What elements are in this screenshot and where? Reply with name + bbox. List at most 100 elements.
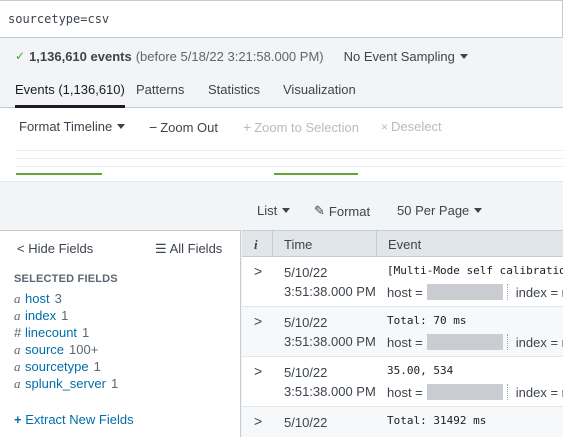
caret-down-icon	[459, 53, 468, 59]
event-date: 5/10/22	[284, 365, 328, 380]
field-type-icon: #	[14, 325, 22, 340]
event-clock: 3:51:38.000 PM	[284, 384, 376, 399]
format-timeline-dropdown[interactable]: Format Timeline	[19, 119, 126, 134]
event-sampling-dropdown[interactable]: No Event Sampling	[344, 49, 468, 64]
field-name: sourcetype	[25, 359, 89, 374]
divider	[506, 284, 508, 300]
table-row: > 5/10/22 3:51:38.000 PM 35.00, 534 host…	[242, 357, 563, 407]
timeline-gridline	[16, 150, 563, 151]
deselect-label: Deselect	[391, 119, 442, 134]
deselect-button[interactable]: × Deselect	[381, 119, 442, 134]
zoom-out-button[interactable]: − Zoom Out	[149, 119, 218, 135]
extract-new-fields-link[interactable]: + Extract New Fields	[14, 412, 134, 427]
list-view-dropdown[interactable]: List	[257, 203, 291, 218]
field-item-linecount[interactable]: # linecount 1	[14, 325, 89, 340]
event-clock: 3:51:38.000 PM	[284, 284, 376, 299]
chevron-left-icon: <	[17, 241, 25, 256]
event-raw-text: Total: 70 ms	[387, 314, 467, 327]
list-icon: ☰	[155, 241, 167, 256]
minus-icon: −	[149, 119, 158, 135]
all-fields-label: All Fields	[169, 241, 223, 256]
event-sampling-label: No Event Sampling	[343, 48, 455, 64]
host-label[interactable]: host =	[387, 284, 423, 300]
field-name: linecount	[25, 325, 78, 340]
field-type-icon: a	[14, 308, 21, 323]
search-bar[interactable]	[0, 0, 563, 38]
index-label[interactable]: index = m	[515, 384, 563, 400]
info-column-header: i	[254, 237, 258, 252]
search-input[interactable]	[8, 12, 548, 26]
chevron-right-icon[interactable]: >	[254, 263, 263, 279]
field-item-source[interactable]: a source 100+	[14, 342, 98, 358]
event-metadata: host = index = m	[387, 384, 563, 400]
field-item-host[interactable]: a host 3	[14, 291, 62, 307]
list-label: List	[257, 203, 278, 218]
event-column-header: Event	[388, 237, 422, 252]
column-divider	[376, 231, 377, 258]
extract-new-fields-label: Extract New Fields	[25, 412, 134, 427]
event-date: 5/10/22	[284, 415, 328, 430]
all-fields-button[interactable]: ☰ All Fields	[155, 241, 222, 257]
table-row: > 5/10/22 Total: 31492 ms	[242, 407, 563, 437]
tab-patterns[interactable]: Patterns	[136, 82, 185, 97]
redacted-value	[426, 284, 503, 300]
plus-icon: +	[14, 412, 22, 427]
event-clock: 3:51:38.000 PM	[284, 334, 376, 349]
field-name: host	[25, 291, 50, 306]
event-count: 1,136,610 events	[29, 48, 132, 64]
chevron-right-icon[interactable]: >	[254, 363, 263, 379]
field-type-icon: a	[14, 359, 21, 374]
tab-visualization[interactable]: Visualization	[283, 82, 356, 97]
field-item-index[interactable]: a index 1	[14, 308, 68, 324]
zoom-to-selection-button[interactable]: + Zoom to Selection	[243, 119, 359, 135]
event-raw-text: 35.00, 534	[387, 364, 454, 377]
job-status-row: ✓ 1,136,610 events (before 5/18/22 3:21:…	[0, 38, 563, 74]
field-count: 100+	[69, 342, 99, 357]
selected-fields-heading: SELECTED FIELDS	[14, 273, 118, 285]
field-count: 3	[54, 291, 62, 306]
hide-fields-button[interactable]: < Hide Fields	[17, 241, 93, 256]
host-label[interactable]: host =	[387, 334, 423, 350]
timeline-chart[interactable]	[0, 144, 563, 182]
time-column-header[interactable]: Time	[284, 237, 313, 252]
check-icon: ✓	[15, 49, 26, 63]
caret-down-icon	[282, 208, 291, 213]
field-item-splunk-server[interactable]: a splunk_server 1	[14, 376, 118, 392]
divider	[506, 334, 508, 350]
event-time: 5/10/22 3:51:38.000 PM	[284, 313, 376, 351]
zoom-to-selection-label: Zoom to Selection	[254, 119, 359, 135]
timeline-gridline	[16, 166, 563, 167]
event-raw-text: Total: 31492 ms	[387, 414, 487, 427]
field-item-sourcetype[interactable]: a sourcetype 1	[14, 359, 101, 375]
field-name: index	[25, 308, 57, 323]
chevron-right-icon[interactable]: >	[254, 313, 263, 329]
zoom-out-label: Zoom Out	[160, 119, 218, 135]
chevron-right-icon[interactable]: >	[254, 413, 263, 429]
tab-events[interactable]: Events (1,136,610)	[15, 82, 125, 108]
field-type-icon: a	[14, 376, 21, 391]
event-time: 5/10/22 3:51:38.000 PM	[284, 263, 376, 301]
tab-statistics[interactable]: Statistics	[208, 82, 261, 97]
format-button[interactable]: ✎ Format	[314, 203, 370, 219]
event-metadata: host = index = m	[387, 284, 563, 300]
divider	[506, 384, 508, 400]
results-controls: List ✎ Format 50 Per Page	[0, 182, 563, 230]
field-name: splunk_server	[25, 376, 106, 391]
hide-fields-label: Hide Fields	[28, 241, 94, 256]
event-metadata: host = index = m	[387, 334, 563, 350]
index-label[interactable]: index = m	[515, 334, 563, 350]
event-time: 5/10/22 3:51:38.000 PM	[284, 363, 376, 401]
table-row: > 5/10/22 3:51:38.000 PM [Multi-Mode sel…	[242, 257, 563, 307]
caret-down-icon	[117, 124, 126, 129]
redacted-value	[426, 334, 503, 350]
index-label[interactable]: index = m	[515, 284, 563, 300]
host-label[interactable]: host =	[387, 384, 423, 400]
x-icon: ×	[381, 119, 389, 134]
table-row: > 5/10/22 3:51:38.000 PM Total: 70 ms ho…	[242, 307, 563, 357]
fields-sidebar: < Hide Fields ☰ All Fields SELECTED FIEL…	[0, 230, 241, 437]
field-name: source	[25, 342, 65, 357]
results-tabs: Events (1,136,610) Patterns Statistics V…	[0, 74, 563, 108]
timeline-bar	[16, 173, 102, 175]
pencil-icon: ✎	[314, 203, 325, 218]
per-page-dropdown[interactable]: 50 Per Page	[397, 203, 483, 218]
